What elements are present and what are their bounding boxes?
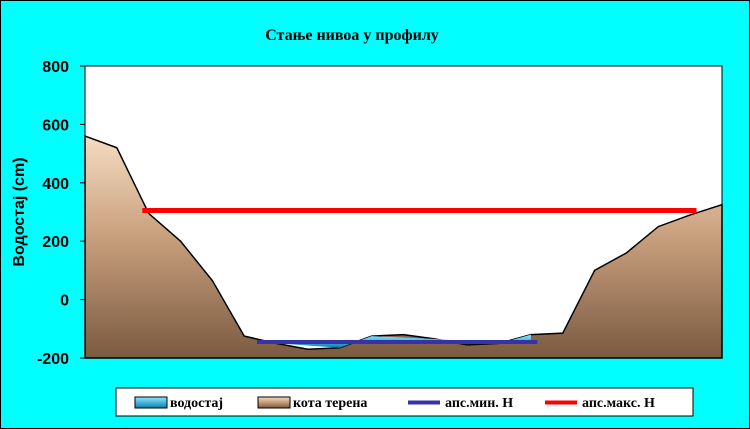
y-axis-label: Водостај (cm) <box>11 157 28 266</box>
legend-label-terrain: кота терена <box>293 396 367 411</box>
chart-title: Стање нивоа у профилу <box>265 27 439 44</box>
y-tick-label: 800 <box>42 59 69 76</box>
legend-swatch-terrain <box>257 396 291 409</box>
legend-swatch-water <box>134 396 168 409</box>
y-tick-label: 200 <box>42 234 69 251</box>
legend: водостај кота терена апс.мин. Н апс.макс… <box>115 387 694 417</box>
legend-label-water: водостај <box>170 396 223 411</box>
y-tick-label: 0 <box>60 293 69 310</box>
y-tick-label: 400 <box>42 176 69 193</box>
y-axis: 800 600 400 200 0 -200 <box>37 59 85 368</box>
legend-label-min: апс.мин. Н <box>445 396 513 411</box>
y-tick-label: -200 <box>37 351 69 368</box>
legend-label-max: апс.макс. Н <box>582 396 655 411</box>
terrain-area <box>84 135 723 359</box>
y-tick-label: 600 <box>42 117 69 134</box>
legend-box <box>115 387 694 417</box>
